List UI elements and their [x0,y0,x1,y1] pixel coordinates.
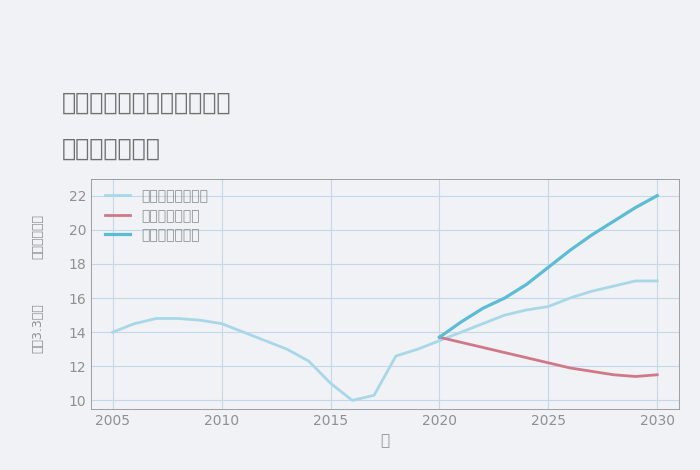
ノーマルシナリオ [239,329,248,335]
ノーマルシナリオ [414,346,422,352]
ノーマルシナリオ [631,278,640,284]
バッドシナリオ [479,345,487,350]
バッドシナリオ [522,355,531,360]
X-axis label: 年: 年 [380,433,390,448]
グッドシナリオ [479,306,487,311]
グッドシナリオ [610,219,618,224]
グッドシナリオ [544,265,552,270]
バッドシナリオ [435,335,444,340]
グッドシナリオ [588,232,596,238]
バッドシナリオ [588,368,596,374]
ノーマルシナリオ [152,316,160,321]
Legend: ノーマルシナリオ, バッドシナリオ, グッドシナリオ: ノーマルシナリオ, バッドシナリオ, グッドシナリオ [99,184,214,248]
グッドシナリオ [522,282,531,287]
Text: 坪（3.3㎡）: 坪（3.3㎡） [32,304,45,353]
ノーマルシナリオ [348,398,356,403]
グッドシナリオ [500,295,509,301]
ノーマルシナリオ [108,329,117,335]
ノーマルシナリオ [435,338,444,344]
ノーマルシナリオ [304,358,313,364]
グッドシナリオ [653,193,662,198]
バッドシナリオ [544,360,552,366]
ノーマルシナリオ [457,329,466,335]
Text: 土地の価格推移: 土地の価格推移 [62,137,160,161]
Line: ノーマルシナリオ: ノーマルシナリオ [113,281,657,400]
ノーマルシナリオ [174,316,182,321]
ノーマルシナリオ [196,317,204,323]
ノーマルシナリオ [544,304,552,309]
ノーマルシナリオ [566,295,574,301]
ノーマルシナリオ [522,307,531,313]
ノーマルシナリオ [610,283,618,289]
ノーマルシナリオ [392,353,400,359]
ノーマルシナリオ [326,381,335,386]
バッドシナリオ [631,374,640,379]
ノーマルシナリオ [588,289,596,294]
ノーマルシナリオ [370,392,378,398]
ノーマルシナリオ [261,338,270,344]
バッドシナリオ [610,372,618,377]
ノーマルシナリオ [130,321,139,327]
Line: バッドシナリオ: バッドシナリオ [440,337,657,376]
グッドシナリオ [435,335,444,340]
ノーマルシナリオ [653,278,662,284]
バッドシナリオ [566,365,574,371]
ノーマルシナリオ [218,321,226,327]
バッドシナリオ [457,339,466,345]
グッドシナリオ [566,247,574,253]
バッドシナリオ [500,350,509,355]
グッドシナリオ [631,205,640,211]
ノーマルシナリオ [479,321,487,327]
ノーマルシナリオ [283,346,291,352]
ノーマルシナリオ [500,312,509,318]
Text: 単価（万円）: 単価（万円） [32,214,45,258]
バッドシナリオ [653,372,662,377]
Text: 兵庫県丹波市青垣町小倉の: 兵庫県丹波市青垣町小倉の [62,91,231,115]
グッドシナリオ [457,319,466,325]
Line: グッドシナリオ: グッドシナリオ [440,196,657,337]
